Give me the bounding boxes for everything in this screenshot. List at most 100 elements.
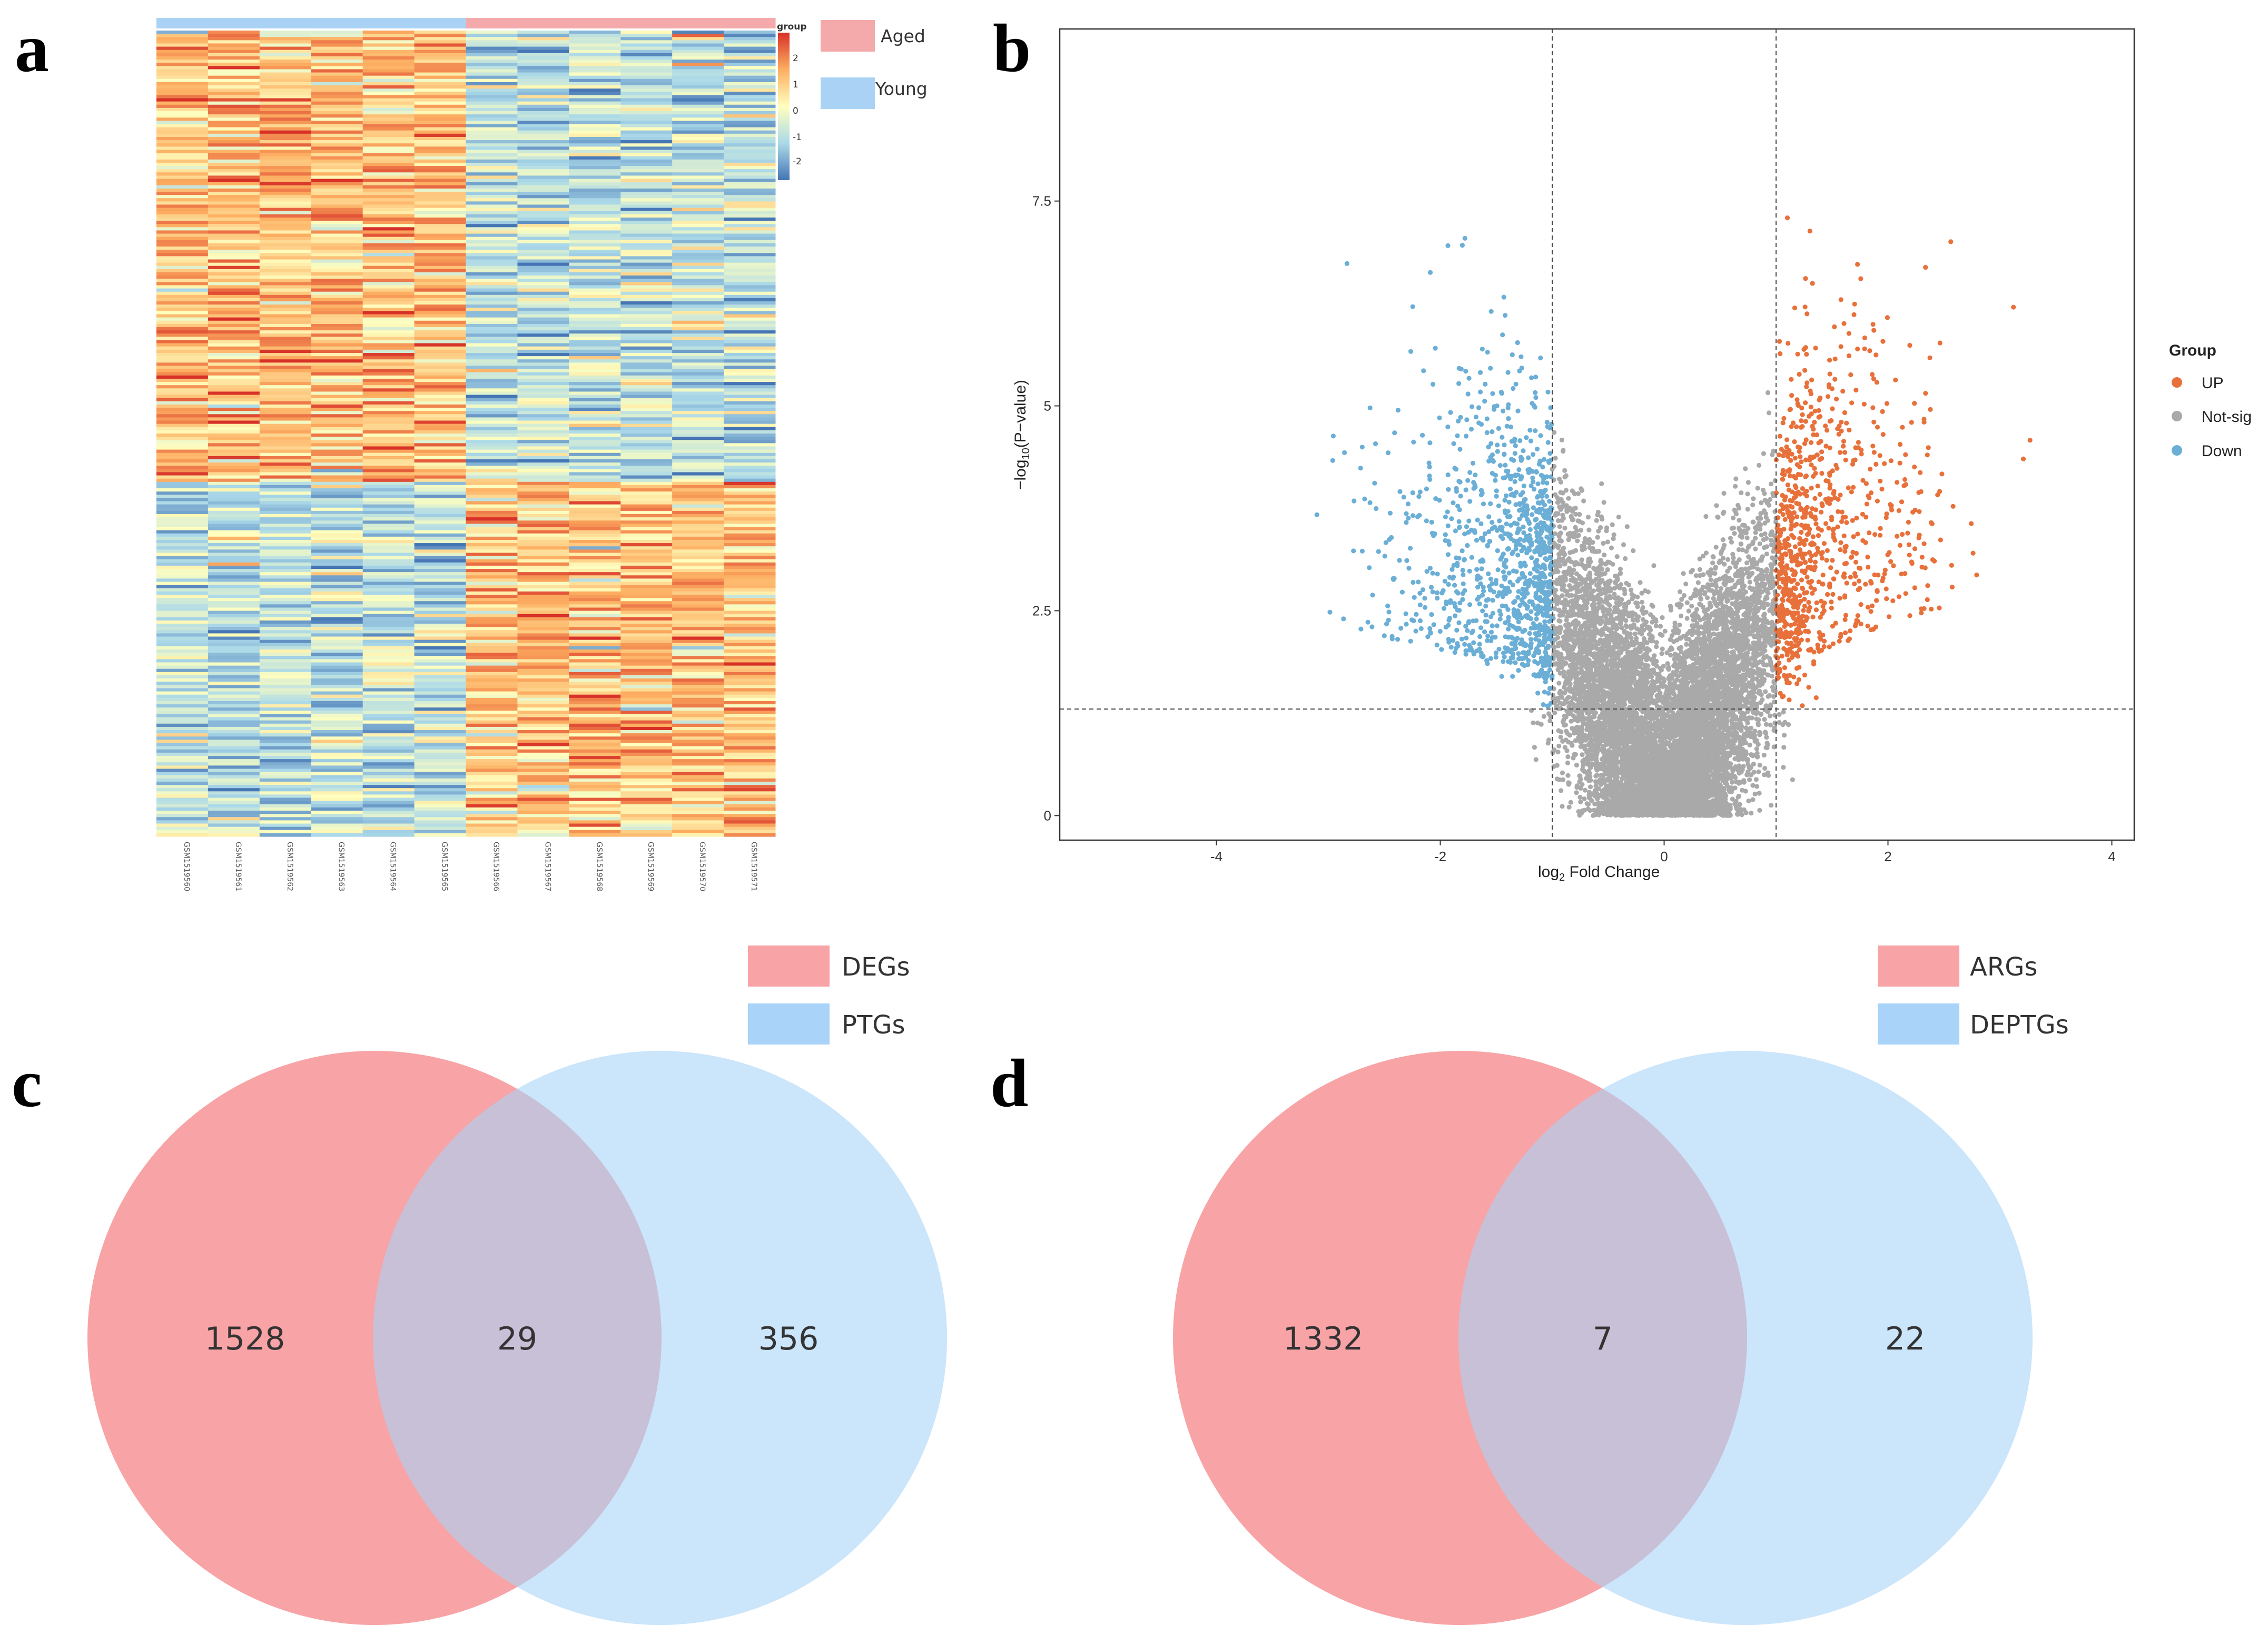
heatmap-cell	[569, 643, 621, 647]
heatmap-cell	[517, 601, 569, 605]
heatmap-cell	[466, 569, 518, 573]
heatmap-cell	[672, 275, 724, 279]
heatmap-cell	[466, 466, 518, 469]
heatmap-cell	[569, 569, 621, 573]
heatmap-cell	[466, 159, 518, 163]
heatmap-cell	[724, 466, 776, 469]
heatmap-cell	[208, 756, 260, 760]
heatmap-cell	[414, 475, 466, 479]
heatmap-cell	[672, 485, 724, 489]
heatmap-cell	[311, 256, 363, 260]
heatmap-cell	[569, 478, 621, 482]
heatmap-cell	[208, 385, 260, 389]
heatmap-cell	[208, 311, 260, 315]
heatmap-cell	[724, 749, 776, 753]
heatmap-cell	[414, 136, 466, 141]
heatmap-cell	[362, 817, 415, 821]
heatmap-cell	[414, 685, 466, 689]
heatmap-cell	[259, 662, 312, 666]
heatmap-cell	[620, 740, 673, 744]
heatmap-cell	[569, 408, 621, 411]
heatmap-cell	[259, 323, 312, 328]
heatmap-cell	[259, 653, 312, 656]
heatmap-cell	[724, 372, 776, 376]
heatmap-cell	[414, 746, 466, 750]
heatmap-cell	[156, 327, 209, 331]
heatmap-cell	[208, 643, 260, 647]
heatmap-cell	[466, 423, 518, 428]
heatmap-cell	[156, 388, 209, 392]
heatmap-cell	[311, 411, 363, 415]
heatmap-cell	[362, 353, 415, 357]
heatmap-cell	[620, 204, 673, 209]
heatmap-cell	[517, 820, 569, 824]
heatmap-cell	[208, 275, 260, 279]
heatmap-cell	[724, 291, 776, 296]
heatmap-cell	[362, 585, 415, 589]
heatmap-cell	[724, 559, 776, 563]
heatmap-cell	[362, 285, 415, 289]
heatmap-cell	[259, 192, 312, 195]
heatmap-cell	[672, 495, 724, 498]
heatmap-cell	[362, 398, 415, 402]
heatmap-cell	[672, 717, 724, 721]
heatmap-cell	[208, 833, 260, 837]
heatmap-cell	[724, 833, 776, 837]
heatmap-cell	[208, 337, 260, 341]
heatmap-cell	[569, 320, 621, 324]
heatmap-cell	[259, 250, 312, 253]
heatmap-cell	[466, 50, 518, 54]
heatmap-cell	[156, 237, 209, 241]
heatmap-cell	[362, 369, 415, 373]
heatmap-cell	[569, 459, 621, 463]
heatmap-cell	[311, 459, 363, 463]
heatmap-cell	[156, 53, 209, 57]
heatmap-cell	[208, 649, 260, 653]
heatmap-cell	[517, 404, 569, 408]
heatmap-cell	[259, 510, 312, 515]
heatmap-cell	[620, 414, 673, 418]
heatmap-cell	[311, 627, 363, 631]
heatmap-cell	[620, 98, 673, 102]
heatmap-cell	[156, 672, 209, 676]
heatmap-cell	[724, 130, 776, 134]
heatmap-cell	[724, 481, 776, 486]
heatmap-cell	[620, 624, 673, 627]
heatmap-cell	[259, 320, 312, 324]
heatmap-cell	[672, 82, 724, 86]
heatmap-cell	[156, 288, 209, 292]
heatmap-cell	[620, 240, 673, 244]
heatmap-cell	[569, 166, 621, 170]
heatmap-cell	[311, 375, 363, 379]
heatmap-cell	[362, 646, 415, 650]
heatmap-cell	[414, 485, 466, 489]
heatmap-cell	[672, 582, 724, 586]
heatmap-cell	[414, 507, 466, 511]
heatmap-cell	[259, 578, 312, 583]
heatmap-cell	[156, 330, 209, 334]
heatmap-cell	[620, 469, 673, 473]
volcano-point	[1703, 550, 1709, 556]
heatmap-cell	[620, 643, 673, 647]
heatmap-cell	[517, 740, 569, 744]
heatmap-cell	[620, 559, 673, 563]
heatmap-cell	[569, 595, 621, 598]
heatmap-cell	[672, 127, 724, 131]
heatmap-cell	[311, 456, 363, 460]
heatmap-cell	[569, 172, 621, 176]
heatmap-cell	[259, 797, 312, 802]
heatmap-cell	[414, 349, 466, 353]
heatmap-cell	[466, 636, 518, 641]
heatmap-cell	[414, 314, 466, 318]
heatmap-cell	[414, 388, 466, 392]
heatmap-cell	[517, 452, 569, 457]
heatmap-cell	[569, 82, 621, 86]
heatmap-cell	[362, 301, 415, 305]
heatmap-cell	[517, 475, 569, 479]
heatmap-cell	[414, 682, 466, 685]
heatmap-cell	[466, 520, 518, 524]
heatmap-cell	[259, 282, 312, 286]
heatmap-cell	[672, 785, 724, 789]
heatmap-cell	[414, 320, 466, 324]
heatmap-cell	[208, 50, 260, 54]
